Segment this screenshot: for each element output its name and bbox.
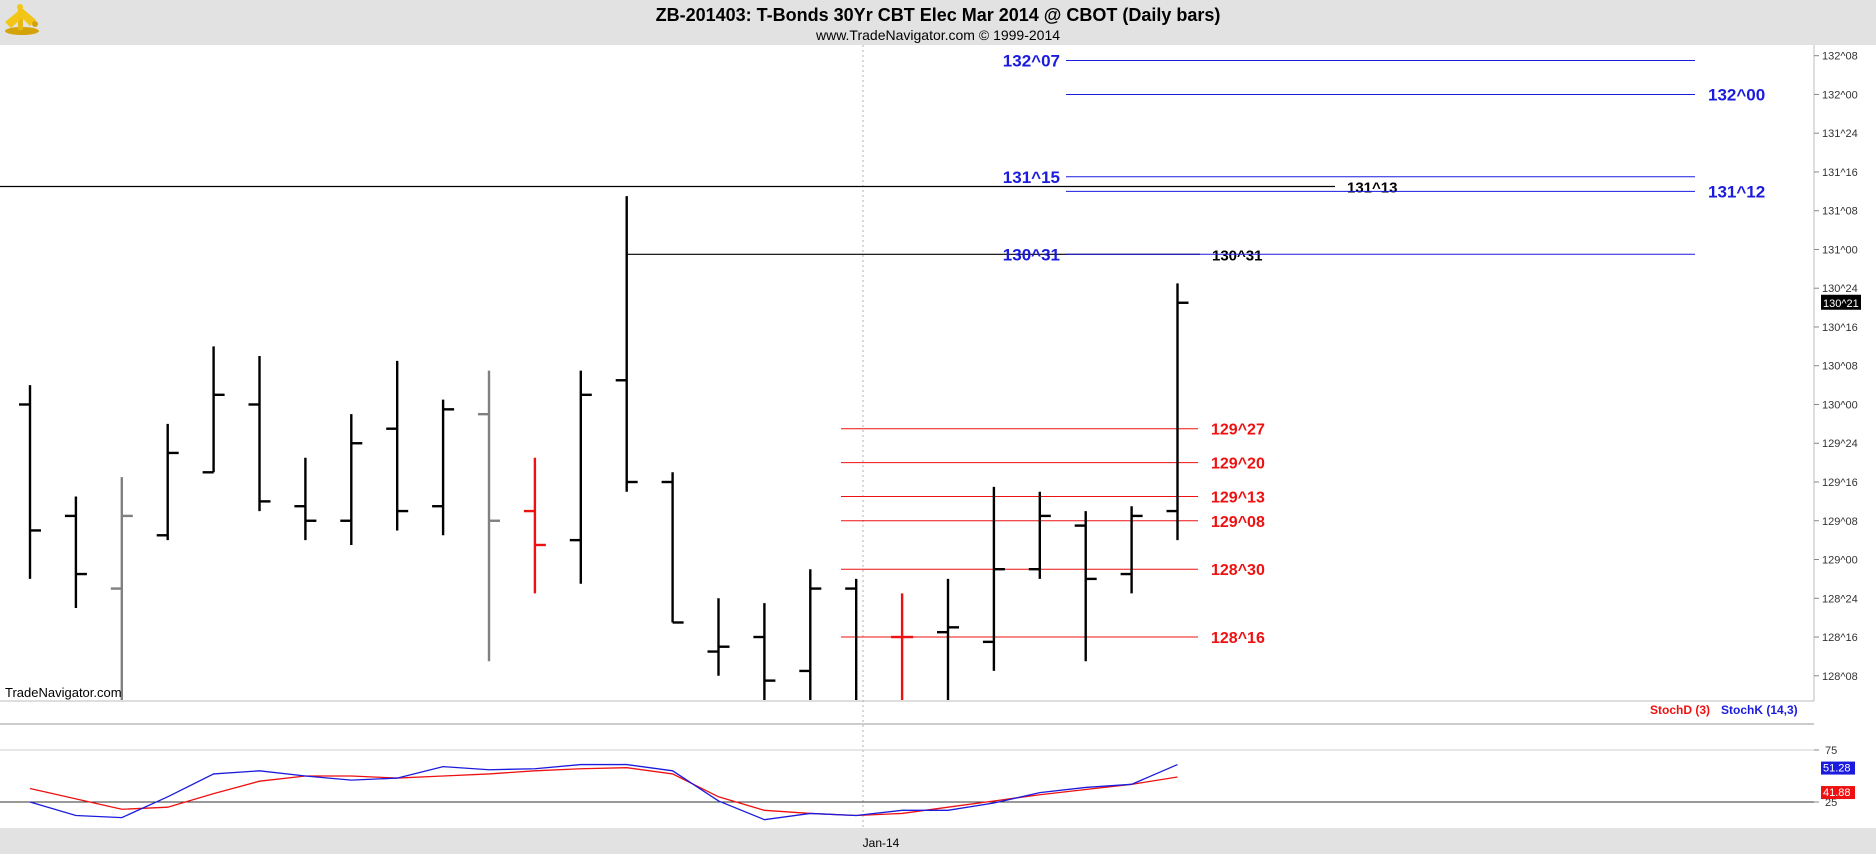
y-axis-tick-label: 129^08 xyxy=(1822,516,1858,528)
y-axis-tick-label: 131^08 xyxy=(1822,206,1858,218)
y-axis-tick-label: 131^00 xyxy=(1822,244,1858,256)
y-axis-tick-label: 132^08 xyxy=(1822,51,1858,63)
y-axis-tick-label: 129^00 xyxy=(1822,555,1858,567)
ohlc-bar xyxy=(432,399,455,536)
y-axis-tick-label: 129^16 xyxy=(1822,477,1858,489)
y-axis-panel xyxy=(1814,45,1876,701)
legend-strip xyxy=(0,701,1876,723)
legend-stoch-k: StochK (14,3) xyxy=(1721,703,1798,717)
blue-level-label: 132^00 xyxy=(1708,85,1765,104)
legend-stoch-d: StochD (3) xyxy=(1650,703,1710,717)
y-axis-tick-label: 128^24 xyxy=(1822,593,1858,605)
ohlc-bar xyxy=(799,569,822,700)
x-axis-tick-label: Jan-14 xyxy=(863,836,900,850)
y-axis-tick-label: 130^00 xyxy=(1822,399,1858,411)
ohlc-bar xyxy=(661,472,684,624)
ohlc-bar xyxy=(19,385,41,579)
chart-subtitle: www.TradeNavigator.com © 1999-2014 xyxy=(815,27,1060,43)
ohlc-bar xyxy=(1166,283,1189,541)
ohlc-bar xyxy=(156,423,179,541)
ohlc-bar xyxy=(478,370,500,662)
ohlc-bars xyxy=(19,196,1189,700)
last-price-box xyxy=(1821,294,1861,310)
ohlc-bar xyxy=(248,356,271,512)
stoch-k-value-box xyxy=(1821,761,1855,775)
blue-level-label: 131^15 xyxy=(1003,168,1060,187)
y-axis-tick-label: 130^24 xyxy=(1822,283,1858,295)
stoch-d-line xyxy=(29,767,1178,817)
logo-icon xyxy=(5,4,39,35)
chart-title: ZB-201403: T-Bonds 30Yr CBT Elec Mar 201… xyxy=(656,5,1221,25)
ohlc-bar xyxy=(202,346,225,474)
red-level-label: 129^20 xyxy=(1211,456,1265,473)
y-axis-tick-label: 130^16 xyxy=(1822,322,1858,334)
y-axis-tick-label: 131^24 xyxy=(1822,128,1858,140)
blue-level-label: 132^07 xyxy=(1003,52,1060,71)
stoch-k-line xyxy=(29,763,1178,821)
black-level-label: 130^31 xyxy=(1212,247,1262,264)
ohlc-bar xyxy=(937,578,959,700)
red-level-label: 128^16 xyxy=(1211,630,1265,647)
red-level-label: 129^08 xyxy=(1211,514,1265,531)
ohlc-bar xyxy=(982,486,1005,671)
ohlc-bar xyxy=(64,496,87,608)
ohlc-bar xyxy=(569,370,592,584)
last-price-label: 130^21 xyxy=(1823,298,1859,310)
ohlc-bar xyxy=(340,414,363,545)
ohlc-bar xyxy=(1074,511,1097,662)
blue-level-label: 131^12 xyxy=(1708,182,1765,201)
ohlc-bar xyxy=(845,578,858,700)
ohlc-bar xyxy=(891,593,914,700)
stoch-k-value: 51.28 xyxy=(1823,763,1851,775)
ohlc-bar xyxy=(753,603,776,700)
price-layer: 131^13 130^31 132^07 131^15 130^31 132^00 131^… xyxy=(0,52,1765,700)
stoch-axis-tick-label: 25 xyxy=(1825,797,1837,809)
red-level-label: 128^30 xyxy=(1211,562,1265,579)
stoch-d-value-box xyxy=(1821,786,1855,800)
ohlc-bar xyxy=(523,457,546,594)
stochastic-pane xyxy=(0,723,1876,828)
ohlc-bar xyxy=(1028,491,1051,579)
red-level-label: 129^13 xyxy=(1211,490,1265,507)
y-axis-tick-label: 129^24 xyxy=(1822,438,1858,450)
price-axis: 132^08 132^00 131^24 131^16 131^08 131^00 130^… xyxy=(1814,51,1861,683)
ohlc-bar xyxy=(294,457,317,541)
stoch-axis-tick-label: 75 xyxy=(1825,745,1837,757)
y-axis-tick-label: 128^16 xyxy=(1822,632,1858,644)
stoch-d-value: 41.88 xyxy=(1823,787,1851,799)
blue-level-label: 130^31 xyxy=(1003,245,1060,264)
y-axis-tick-label: 132^00 xyxy=(1822,89,1858,101)
ohlc-bar xyxy=(615,196,638,492)
y-axis-tick-label: 131^16 xyxy=(1822,167,1858,179)
y-axis-tick-label: 128^08 xyxy=(1822,671,1858,683)
price-pane xyxy=(0,45,1814,701)
ohlc-bar xyxy=(110,477,133,700)
ohlc-bar xyxy=(707,598,730,676)
ohlc-bar xyxy=(386,360,409,531)
red-level-label: 129^27 xyxy=(1211,422,1265,439)
stochastic-layer: 75 25 51.28 41.88 xyxy=(0,745,1855,821)
y-axis-tick-label: 130^08 xyxy=(1822,361,1858,373)
ohlc-bar xyxy=(1120,506,1143,594)
black-level-label: 131^13 xyxy=(1347,179,1397,196)
watermark-text: TradeNavigator.com xyxy=(5,685,122,700)
